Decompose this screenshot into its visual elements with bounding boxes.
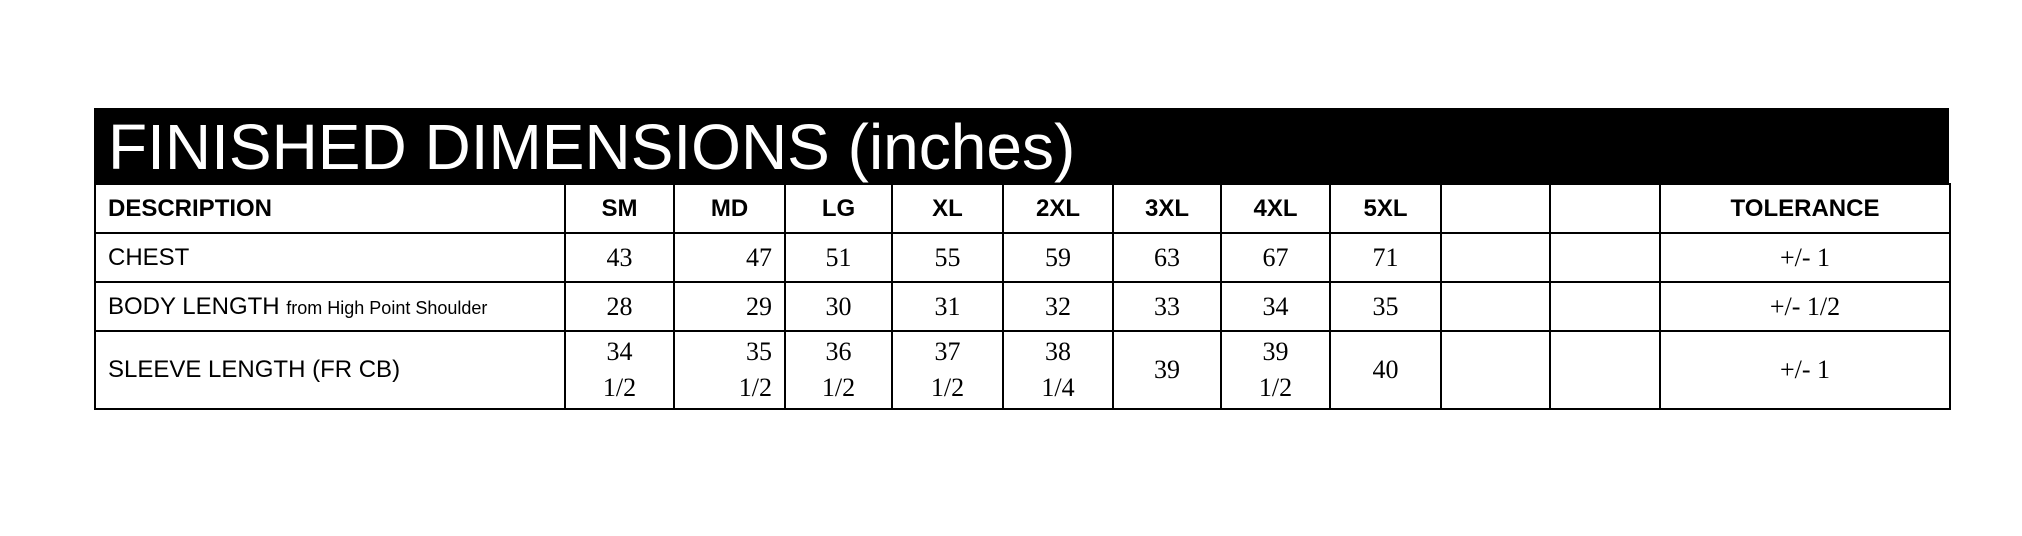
measurement-value: 36 — [825, 337, 852, 366]
measurement-value: 35 — [746, 337, 772, 366]
column-header — [1549, 183, 1661, 234]
measurement-cell — [1549, 232, 1661, 283]
header-row: DESCRIPTION SM MD LG XL 2XL 3XL 4XL 5XL TOLERANCE — [94, 183, 1951, 234]
measurement-cell: 51 — [784, 232, 893, 283]
measurement-value: 28 — [606, 291, 633, 321]
table-title: FINISHED DIMENSIONS (inches) — [94, 108, 1949, 183]
measurement-value: 34 — [606, 337, 633, 366]
measurement-value: 1/4 — [1041, 373, 1075, 402]
measurement-value: 63 — [1154, 242, 1180, 272]
row-description: BODY LENGTH from High Point Shoulder — [94, 281, 566, 332]
measurement-value: 71 — [1372, 242, 1399, 272]
measurement-cell: 34 — [1220, 281, 1331, 332]
measurement-value: 1/2 — [930, 373, 965, 402]
measurement-value: 34 — [1262, 291, 1289, 321]
measurement-value: 1/2 — [602, 373, 637, 402]
column-header: 2XL — [1002, 183, 1114, 234]
finished-dimensions-table: FINISHED DIMENSIONS (inches) DESCRIPTION… — [94, 108, 1951, 410]
measurement-value: 40 — [1372, 355, 1399, 384]
description-note: from High Point Shoulder — [286, 297, 488, 318]
tolerance-cell: +/- 1/2 — [1659, 281, 1951, 332]
measurement-cell: 35 1/2 — [673, 330, 786, 410]
measurement-value: 43 — [606, 242, 633, 272]
dimensions-grid: DESCRIPTION SM MD LG XL 2XL 3XL 4XL 5XL TOLERANCE… — [94, 183, 1951, 410]
measurement-cell — [1549, 330, 1661, 410]
measurement-cell: 28 — [564, 281, 675, 332]
measurement-cell: 39 — [1112, 330, 1222, 410]
measurement-cell: 38 1/4 — [1002, 330, 1114, 410]
description-label: CHEST — [108, 243, 190, 271]
column-header: 4XL — [1220, 183, 1331, 234]
measurement-cell: 43 — [564, 232, 675, 283]
measurement-cell: 36 1/2 — [784, 330, 893, 410]
measurement-value: 67 — [1262, 242, 1289, 272]
measurement-cell — [1549, 281, 1661, 332]
measurement-value: 30 — [825, 291, 852, 321]
row-description: SLEEVE LENGTH (FR CB) — [94, 330, 566, 410]
measurement-value: 32 — [1045, 291, 1071, 321]
measurement-value: 33 — [1154, 291, 1180, 321]
row-description: CHEST — [94, 232, 566, 283]
measurement-cell: 31 — [891, 281, 1004, 332]
measurement-cell: 32 — [1002, 281, 1114, 332]
table-row: CHEST 43 47 51 55 59 63 67 71 +/- 1 — [94, 232, 1951, 283]
measurement-value: 39 — [1262, 337, 1289, 366]
measurement-value: 37 — [934, 337, 961, 366]
measurement-value: 31 — [934, 291, 961, 321]
measurement-cell: 67 — [1220, 232, 1331, 283]
table-row: BODY LENGTH from High Point Shoulder 28 29… — [94, 281, 1951, 332]
measurement-cell — [1440, 232, 1551, 283]
measurement-value: 1/2 — [1258, 373, 1293, 402]
measurement-value: 29 — [746, 291, 772, 321]
description-label: SLEEVE LENGTH (FR CB) — [108, 356, 401, 383]
measurement-value: 59 — [1045, 242, 1071, 272]
column-header: DESCRIPTION — [94, 183, 566, 234]
measurement-cell: 55 — [891, 232, 1004, 283]
column-header: 3XL — [1112, 183, 1222, 234]
measurement-cell: 35 — [1329, 281, 1442, 332]
column-header: XL — [891, 183, 1004, 234]
measurement-cell: 37 1/2 — [891, 330, 1004, 410]
measurement-cell: 29 — [673, 281, 786, 332]
column-header: SM — [564, 183, 675, 234]
measurement-cell: 40 — [1329, 330, 1442, 410]
measurement-value: 1/2 — [738, 373, 772, 402]
measurement-cell: 30 — [784, 281, 893, 332]
measurement-value: 47 — [746, 242, 772, 272]
tolerance-cell: +/- 1 — [1659, 330, 1951, 410]
column-header: TOLERANCE — [1659, 183, 1951, 234]
measurement-cell: 59 — [1002, 232, 1114, 283]
column-header: 5XL — [1329, 183, 1442, 234]
measurement-value: 38 — [1045, 337, 1071, 366]
measurement-value: 55 — [934, 242, 961, 272]
measurement-cell: 47 — [673, 232, 786, 283]
measurement-cell: 33 — [1112, 281, 1222, 332]
measurement-cell — [1440, 281, 1551, 332]
measurement-cell: 63 — [1112, 232, 1222, 283]
measurement-cell: 34 1/2 — [564, 330, 675, 410]
measurement-value: 51 — [825, 242, 852, 272]
column-header: LG — [784, 183, 893, 234]
column-header — [1440, 183, 1551, 234]
table-row: SLEEVE LENGTH (FR CB) 34 1/2 35 1/2 36 1/2 37 1/… — [94, 330, 1951, 410]
column-header: MD — [673, 183, 786, 234]
measurement-cell: 71 — [1329, 232, 1442, 283]
measurement-value: 39 — [1154, 355, 1180, 384]
tolerance-cell: +/- 1 — [1659, 232, 1951, 283]
measurement-value: 35 — [1372, 291, 1399, 321]
measurement-cell — [1440, 330, 1551, 410]
measurement-cell: 39 1/2 — [1220, 330, 1331, 410]
measurement-value: 1/2 — [821, 373, 856, 402]
description-label: BODY LENGTH — [108, 292, 280, 320]
